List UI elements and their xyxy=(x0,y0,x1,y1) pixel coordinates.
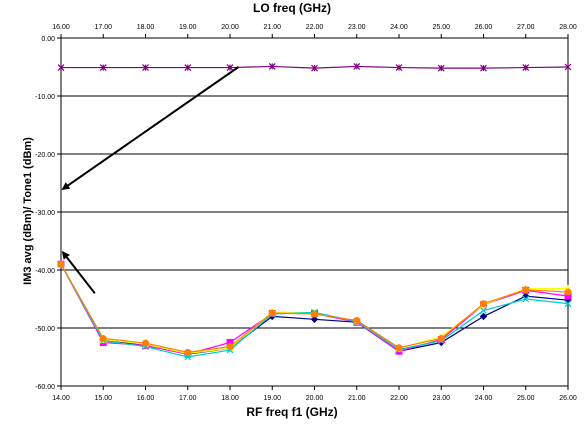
annotation-arrow xyxy=(61,251,96,294)
data-point xyxy=(395,64,403,72)
y-tick-label: -40.00 xyxy=(35,268,55,275)
data-point xyxy=(564,63,572,71)
top-tick-label: 19.00 xyxy=(179,24,197,31)
x-tick-label: 21.00 xyxy=(348,395,366,402)
data-point xyxy=(57,64,65,72)
data-point xyxy=(99,64,107,72)
y-tick-label: -10.00 xyxy=(35,94,55,101)
top-tick-label: 18.00 xyxy=(137,24,155,31)
data-point xyxy=(437,64,445,72)
data-point xyxy=(310,315,319,324)
x-tick-label: 20.00 xyxy=(306,395,324,402)
top-tick-label: 21.00 xyxy=(263,24,281,31)
data-point xyxy=(480,307,487,315)
x-tick-label: 26.00 xyxy=(559,395,577,402)
top-axis-title: LO freq (GHz) xyxy=(253,1,331,15)
y-tick-label: -30.00 xyxy=(35,210,55,217)
x-tick-label: 17.00 xyxy=(179,395,197,402)
data-point xyxy=(268,62,276,70)
data-point xyxy=(184,64,192,72)
annotations xyxy=(61,66,240,294)
data-point xyxy=(268,309,276,317)
x-tick-label: 23.00 xyxy=(432,395,450,402)
top-tick-label: 24.00 xyxy=(390,24,408,31)
x-tick-label: 16.00 xyxy=(137,395,155,402)
top-tick-label: 20.00 xyxy=(221,24,239,31)
y-tick-label: 0.00 xyxy=(41,36,55,43)
top-tick-label: 17.00 xyxy=(94,24,112,31)
y-axis-title: IM3 avg (dBm)/ Tone1 (dBm) xyxy=(22,137,34,285)
data-point xyxy=(353,62,361,70)
top-tick-label: 27.00 xyxy=(517,24,535,31)
top-tick-label: 26.00 xyxy=(475,24,493,31)
data-point xyxy=(395,344,403,352)
top-tick-label: 22.00 xyxy=(306,24,324,31)
data-point xyxy=(480,64,487,72)
top-tick-label: 28.00 xyxy=(559,24,577,31)
data-point xyxy=(522,286,530,294)
series-layer xyxy=(57,62,572,361)
annotation-arrow xyxy=(61,66,240,190)
data-point xyxy=(57,260,65,268)
data-point xyxy=(479,312,488,321)
data-point xyxy=(311,310,318,318)
series-5 xyxy=(57,260,572,356)
series-6 xyxy=(57,62,572,72)
x-tick-label: 22.00 xyxy=(390,395,408,402)
data-point xyxy=(226,343,234,351)
data-point xyxy=(437,334,445,342)
data-point xyxy=(142,64,149,72)
axis-ticks: 0.00 -10.00 -20.00 -30.00 -40.00 -50.00 -60.00… xyxy=(35,24,577,402)
top-tick-label: 25.00 xyxy=(432,24,450,31)
data-point xyxy=(353,316,361,324)
data-point xyxy=(522,64,530,72)
data-point xyxy=(564,300,572,308)
x-tick-label: 25.00 xyxy=(517,395,535,402)
data-point xyxy=(564,288,572,296)
x-tick-label: 24.00 xyxy=(475,395,493,402)
data-point xyxy=(184,348,192,356)
x-tick-label: 19.00 xyxy=(263,395,281,402)
x-tick-label: 14.00 xyxy=(52,395,70,402)
data-point xyxy=(142,339,149,347)
data-point xyxy=(226,64,234,72)
y-tick-label: -50.00 xyxy=(35,326,55,333)
y-tick-label: -60.00 xyxy=(35,384,55,391)
data-point xyxy=(522,295,530,303)
x-tick-label: 15.00 xyxy=(94,395,112,402)
data-point xyxy=(99,334,107,342)
y-tick-label: -20.00 xyxy=(35,152,55,159)
top-tick-label: 16.00 xyxy=(52,24,70,31)
x-axis-title: RF freq f1 (GHz) xyxy=(246,405,338,419)
data-point xyxy=(480,300,487,308)
top-tick-label: 23.00 xyxy=(348,24,366,31)
data-point xyxy=(311,64,318,72)
x-tick-label: 18.00 xyxy=(221,395,239,402)
